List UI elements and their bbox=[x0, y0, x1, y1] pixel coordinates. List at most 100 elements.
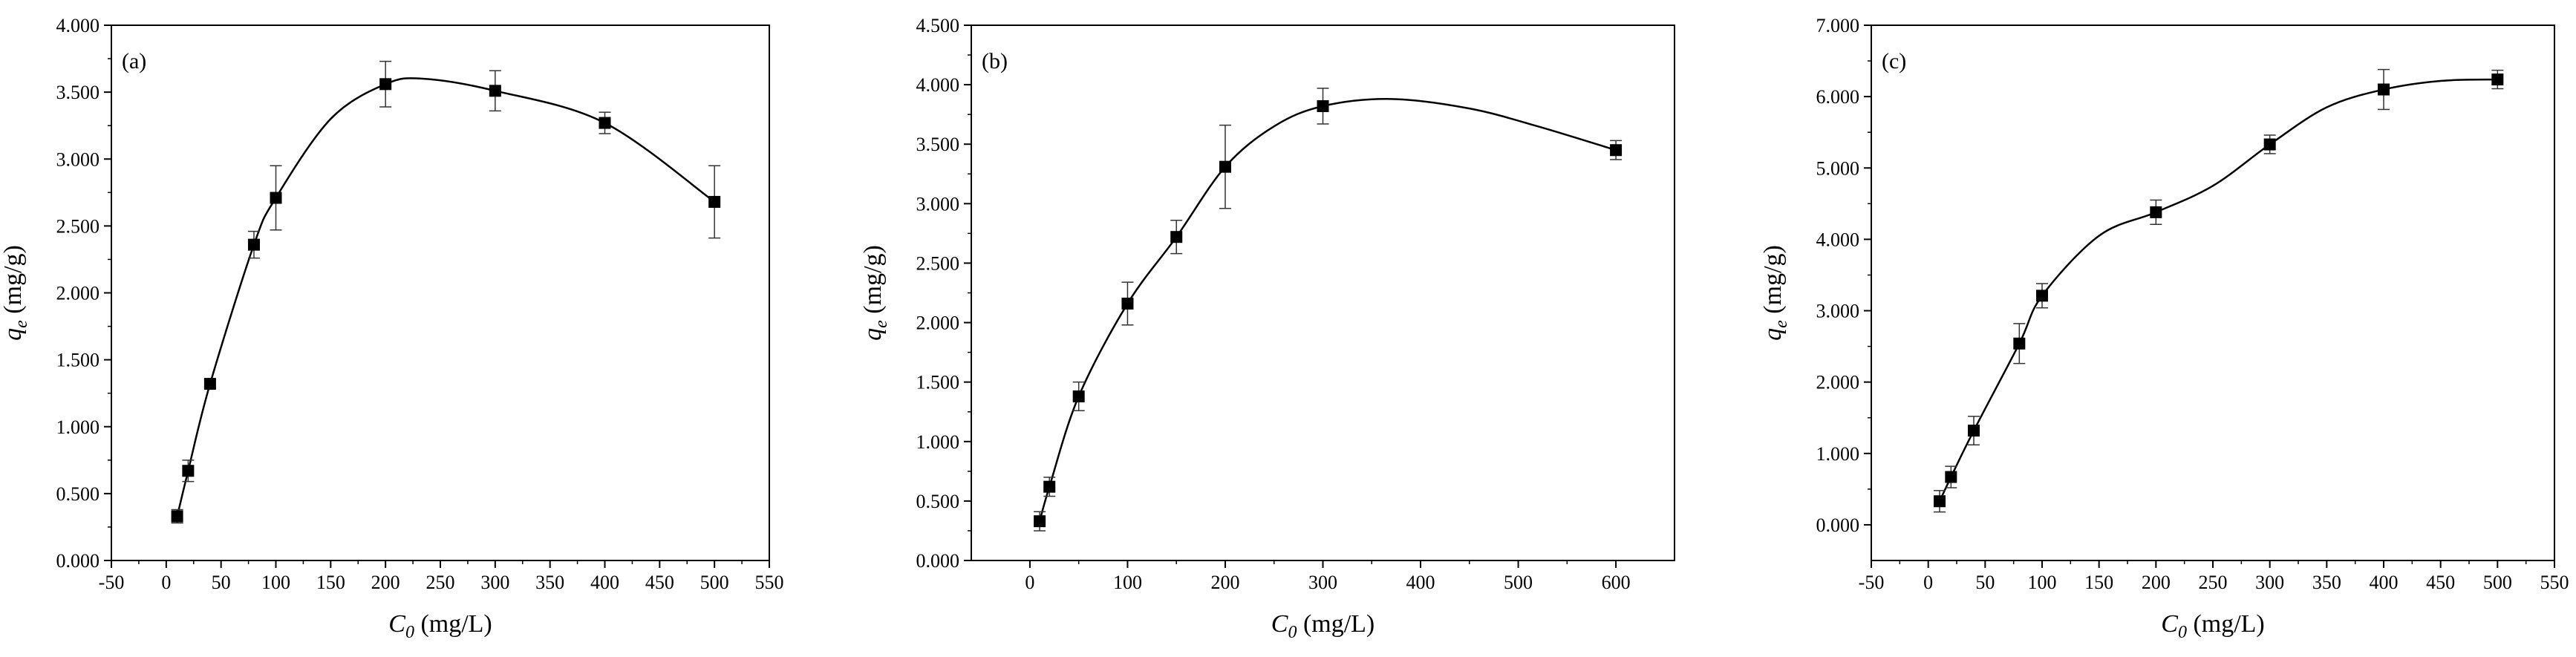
x-tick-label: 300 bbox=[1308, 572, 1337, 593]
y-tick-label: 0.000 bbox=[916, 550, 960, 572]
x-tick-label: 450 bbox=[645, 572, 674, 593]
y-tick-label: 3.000 bbox=[916, 193, 960, 215]
data-point bbox=[599, 117, 611, 129]
x-tick-label: 300 bbox=[480, 572, 509, 593]
data-point bbox=[1610, 144, 1623, 157]
data-point bbox=[2491, 73, 2504, 86]
x-tick-label: 450 bbox=[2426, 572, 2455, 593]
fit-curve bbox=[1938, 78, 2498, 502]
data-point bbox=[1945, 471, 1957, 483]
y-tick-label: 4.000 bbox=[1816, 229, 1860, 250]
data-point bbox=[2263, 138, 2276, 151]
y-tick-label: 4.000 bbox=[916, 74, 960, 96]
data-point bbox=[708, 195, 721, 208]
y-axis-title: qe (mg/g) bbox=[0, 245, 31, 341]
data-point bbox=[2378, 83, 2390, 96]
y-tick-label: 0.500 bbox=[916, 491, 960, 512]
y-tick-label: 2.000 bbox=[56, 283, 100, 304]
x-tick-label: -50 bbox=[1859, 572, 1885, 593]
x-axis-title: C0 (mg/L) bbox=[2161, 610, 2265, 642]
y-tick-label: 3.500 bbox=[56, 82, 100, 103]
x-tick-label: 150 bbox=[316, 572, 345, 593]
x-tick-label: 350 bbox=[535, 572, 564, 593]
x-tick-label: 600 bbox=[1602, 572, 1631, 593]
x-tick-label: 100 bbox=[1113, 572, 1142, 593]
y-tick-label: 2.000 bbox=[1816, 372, 1860, 393]
data-point bbox=[1121, 297, 1134, 310]
data-point bbox=[182, 465, 195, 477]
x-tick-label: 50 bbox=[212, 572, 231, 593]
x-tick-label: 200 bbox=[2142, 572, 2171, 593]
y-tick-label: 2.500 bbox=[916, 252, 960, 274]
data-point bbox=[1934, 495, 1946, 508]
y-tick-label: 1.500 bbox=[916, 372, 960, 393]
data-point bbox=[1043, 480, 1056, 493]
y-tick-label: 1.000 bbox=[56, 416, 100, 438]
data-point bbox=[171, 510, 183, 523]
x-tick-label: 550 bbox=[755, 572, 784, 593]
x-tick-label: 400 bbox=[590, 572, 619, 593]
panel-label: (a) bbox=[122, 49, 146, 73]
y-tick-label: 4.500 bbox=[916, 15, 960, 36]
x-tick-label: 250 bbox=[2199, 572, 2228, 593]
y-tick-label: 4.000 bbox=[56, 15, 100, 36]
x-axis-title: C0 (mg/L) bbox=[1271, 610, 1375, 642]
y-tick-label: 0.500 bbox=[56, 483, 100, 505]
y-axis-title: qe (mg/g) bbox=[859, 245, 891, 341]
data-point bbox=[1170, 231, 1183, 243]
y-tick-label: 3.500 bbox=[916, 134, 960, 155]
x-tick-label: 50 bbox=[1975, 572, 1995, 593]
y-axis-title: qe (mg/g) bbox=[1759, 245, 1791, 341]
data-point bbox=[270, 192, 282, 204]
y-tick-label: 6.000 bbox=[1816, 86, 1860, 108]
chart-panel-1: -50 0 50 100 150 200 250 300 350 400 450 500 550 0.00… bbox=[0, 15, 784, 642]
x-tick-label: 250 bbox=[426, 572, 455, 593]
x-tick-label: 0 bbox=[1025, 572, 1034, 593]
y-tick-label: 0.000 bbox=[1816, 514, 1860, 536]
panel-label: (b) bbox=[982, 49, 1008, 73]
x-tick-label: 550 bbox=[2540, 572, 2569, 593]
plot-frame bbox=[111, 24, 770, 561]
x-tick-label: -50 bbox=[99, 572, 125, 593]
x-tick-label: 150 bbox=[2084, 572, 2113, 593]
x-tick-label: 200 bbox=[371, 572, 400, 593]
x-tick-label: 100 bbox=[261, 572, 290, 593]
data-point bbox=[1034, 515, 1046, 528]
x-tick-label: 200 bbox=[1210, 572, 1239, 593]
x-tick-label: 500 bbox=[1504, 572, 1533, 593]
x-tick-label: 0 bbox=[1923, 572, 1933, 593]
y-tick-label: 3.000 bbox=[56, 148, 100, 170]
panel-label: (c) bbox=[1882, 49, 1906, 73]
x-tick-label: 100 bbox=[2028, 572, 2057, 593]
y-tick-label: 7.000 bbox=[1816, 15, 1860, 36]
chart-panel-3: -50 0 50 100 150 200 250 300 350 400 450 500 550 0.00… bbox=[1759, 15, 2569, 642]
data-point bbox=[489, 85, 501, 97]
x-tick-label: 500 bbox=[700, 572, 729, 593]
data-point bbox=[1317, 99, 1329, 112]
y-tick-label: 1.000 bbox=[916, 431, 960, 453]
data-point bbox=[1072, 390, 1085, 402]
y-tick-label: 5.000 bbox=[1816, 157, 1860, 179]
y-tick-label: 1.000 bbox=[1816, 443, 1860, 465]
y-tick-label: 1.500 bbox=[56, 350, 100, 371]
x-tick-label: 0 bbox=[161, 572, 171, 593]
x-tick-label: 500 bbox=[2483, 572, 2512, 593]
y-tick-label: 3.000 bbox=[1816, 301, 1860, 322]
data-point bbox=[2150, 206, 2162, 218]
y-tick-label: 2.000 bbox=[916, 313, 960, 334]
x-tick-label: 300 bbox=[2255, 572, 2284, 593]
data-point bbox=[2036, 290, 2048, 302]
chart-panel-2: 0 100 200 300 400 500 600 0.000 0.500 1.000 1.500 2… bbox=[859, 15, 1675, 642]
y-tick-label: 2.500 bbox=[56, 215, 100, 237]
x-tick-label: 400 bbox=[2370, 572, 2399, 593]
data-point bbox=[203, 378, 216, 390]
x-axis-title: C0 (mg/L) bbox=[388, 610, 492, 642]
fit-curve bbox=[176, 77, 715, 517]
x-tick-label: 350 bbox=[2312, 572, 2341, 593]
data-point bbox=[1968, 425, 1980, 437]
fit-curve bbox=[1038, 98, 1617, 522]
data-point bbox=[1219, 160, 1231, 173]
data-point bbox=[247, 238, 260, 251]
x-tick-label: 400 bbox=[1406, 572, 1435, 593]
